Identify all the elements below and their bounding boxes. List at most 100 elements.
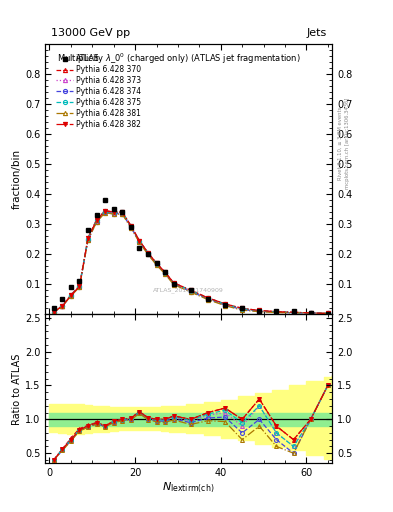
Pythia 6.428 374 [240, 307, 244, 313]
Pythia 6.428 370 [309, 310, 313, 316]
Pythia 6.428 375 [51, 309, 56, 315]
ATLAS [103, 197, 108, 203]
ATLAS [163, 269, 167, 275]
Pythia 6.428 370 [223, 301, 228, 307]
Pythia 6.428 382 [325, 310, 330, 316]
Pythia 6.428 370 [111, 209, 116, 215]
Pythia 6.428 375 [129, 223, 133, 229]
Pythia 6.428 375 [86, 236, 90, 242]
Pythia 6.428 373 [111, 209, 116, 216]
Pythia 6.428 374 [103, 209, 108, 215]
Pythia 6.428 381 [129, 225, 133, 231]
Pythia 6.428 370 [77, 283, 82, 289]
Pythia 6.428 375 [206, 295, 210, 301]
X-axis label: $N_{\mathrm{lextirm(ch)}}$: $N_{\mathrm{lextirm(ch)}}$ [162, 481, 215, 496]
Pythia 6.428 381 [257, 309, 262, 315]
Pythia 6.428 374 [111, 210, 116, 217]
Pythia 6.428 375 [223, 301, 228, 307]
Pythia 6.428 373 [171, 280, 176, 286]
Pythia 6.428 370 [86, 234, 90, 241]
ATLAS [257, 308, 262, 314]
ATLAS [51, 305, 56, 311]
Pythia 6.428 373 [103, 208, 108, 215]
Pythia 6.428 373 [223, 302, 228, 308]
Pythia 6.428 374 [68, 293, 73, 299]
Pythia 6.428 373 [309, 310, 313, 316]
Pythia 6.428 374 [223, 302, 228, 308]
Pythia 6.428 375 [188, 288, 193, 294]
Pythia 6.428 373 [77, 283, 82, 289]
Pythia 6.428 375 [111, 209, 116, 216]
Pythia 6.428 370 [103, 207, 108, 214]
Text: Rivet 3.1.10, ≥ 3.2M events: Rivet 3.1.10, ≥ 3.2M events [338, 106, 343, 180]
ATLAS [77, 278, 82, 284]
Pythia 6.428 381 [206, 296, 210, 303]
Pythia 6.428 375 [137, 238, 142, 244]
Pythia 6.428 375 [291, 310, 296, 316]
ATLAS [240, 305, 244, 311]
Pythia 6.428 373 [94, 218, 99, 224]
Pythia 6.428 381 [171, 282, 176, 288]
Line: Pythia 6.428 381: Pythia 6.428 381 [51, 210, 330, 315]
Pythia 6.428 381 [111, 211, 116, 217]
Pythia 6.428 375 [77, 283, 82, 289]
ATLAS [111, 206, 116, 212]
ATLAS [86, 227, 90, 233]
Pythia 6.428 374 [94, 219, 99, 225]
Pythia 6.428 374 [60, 303, 65, 309]
Pythia 6.428 381 [240, 307, 244, 313]
ATLAS [137, 245, 142, 251]
Pythia 6.428 374 [257, 308, 262, 314]
Pythia 6.428 375 [145, 250, 150, 256]
Pythia 6.428 373 [154, 261, 159, 267]
Pythia 6.428 374 [120, 210, 125, 217]
ATLAS [325, 311, 330, 317]
Pythia 6.428 381 [77, 284, 82, 290]
Pythia 6.428 370 [51, 309, 56, 315]
Pythia 6.428 382 [145, 250, 150, 256]
Pythia 6.428 373 [129, 223, 133, 229]
Pythia 6.428 373 [51, 309, 56, 315]
Pythia 6.428 382 [154, 260, 159, 266]
Pythia 6.428 381 [154, 262, 159, 268]
Pythia 6.428 381 [291, 310, 296, 316]
Pythia 6.428 374 [77, 284, 82, 290]
Pythia 6.428 373 [206, 295, 210, 302]
Text: Multiplicity $\lambda\_0^0$ (charged only) (ATLAS jet fragmentation): Multiplicity $\lambda\_0^0$ (charged onl… [57, 52, 300, 66]
Pythia 6.428 382 [163, 269, 167, 275]
Pythia 6.428 375 [163, 269, 167, 275]
ATLAS [274, 308, 279, 314]
ATLAS [188, 287, 193, 293]
Pythia 6.428 370 [206, 295, 210, 301]
Pythia 6.428 381 [325, 310, 330, 316]
ATLAS [171, 281, 176, 287]
Pythia 6.428 375 [257, 308, 262, 314]
Pythia 6.428 370 [60, 303, 65, 309]
Text: 13000 GeV pp: 13000 GeV pp [51, 28, 130, 38]
Pythia 6.428 382 [68, 292, 73, 298]
Pythia 6.428 370 [145, 250, 150, 256]
Pythia 6.428 373 [188, 288, 193, 294]
Line: Pythia 6.428 382: Pythia 6.428 382 [51, 209, 330, 315]
ATLAS [129, 224, 133, 230]
Pythia 6.428 375 [94, 218, 99, 224]
Pythia 6.428 375 [103, 208, 108, 214]
Pythia 6.428 374 [86, 237, 90, 243]
Pythia 6.428 381 [145, 251, 150, 258]
Pythia 6.428 382 [206, 295, 210, 301]
Pythia 6.428 381 [163, 271, 167, 277]
Pythia 6.428 370 [154, 260, 159, 266]
Pythia 6.428 370 [240, 305, 244, 311]
Pythia 6.428 382 [94, 217, 99, 223]
Pythia 6.428 382 [129, 223, 133, 229]
Pythia 6.428 370 [325, 310, 330, 316]
Pythia 6.428 375 [171, 280, 176, 286]
Pythia 6.428 381 [68, 293, 73, 299]
Pythia 6.428 370 [68, 292, 73, 298]
Pythia 6.428 381 [188, 289, 193, 295]
Pythia 6.428 370 [94, 217, 99, 223]
Line: Pythia 6.428 373: Pythia 6.428 373 [51, 209, 330, 315]
ATLAS [68, 284, 73, 290]
Pythia 6.428 381 [51, 309, 56, 315]
Pythia 6.428 381 [120, 211, 125, 217]
